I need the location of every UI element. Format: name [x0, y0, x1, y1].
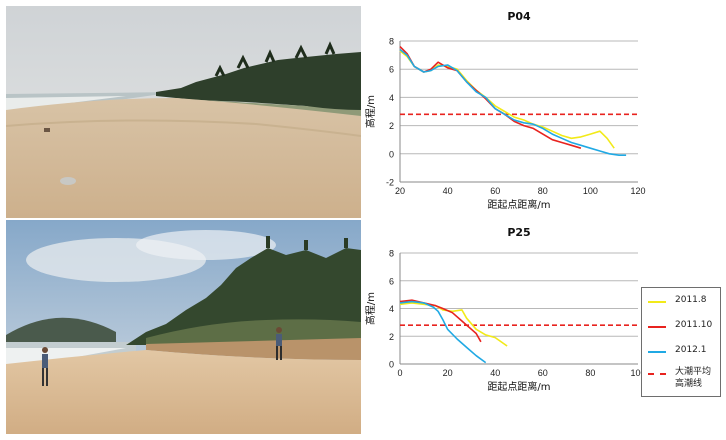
chart-0-xtick-100: 100 — [583, 186, 598, 196]
chart-1-series-2011-8 — [399, 302, 508, 347]
chart-1-ytick-6: 6 — [389, 276, 394, 286]
chart-0-xtick-120: 120 — [630, 186, 645, 196]
chart-0-xtick-40: 40 — [443, 186, 453, 196]
chart-0-ytick-0: 0 — [389, 149, 394, 159]
chart-1-xlabel: 距起点距离/m — [487, 380, 550, 393]
chart-1-xtick-100: 100 — [630, 368, 645, 378]
chart-0-title: P04 — [507, 10, 531, 23]
legend-label-2011-10: 2011.10 — [675, 320, 713, 330]
chart-1-title: P25 — [507, 226, 530, 239]
chart-0-series-2011-8 — [399, 50, 615, 149]
chart-1-ytick-0: 0 — [389, 360, 394, 370]
chart-1-ytick-2: 2 — [389, 332, 394, 342]
chart-1-xtick-0: 0 — [397, 368, 402, 378]
chart-0-ytick-6: 6 — [389, 65, 394, 75]
chart-1-ytick-4: 4 — [389, 304, 394, 314]
chart-1-series-2012-1 — [399, 300, 487, 364]
chart-0-ylabel: 高程/m — [364, 95, 377, 128]
chart-0-series-2012-1 — [399, 48, 627, 156]
legend-swatch-2011-10 — [648, 326, 666, 328]
legend-label-high-tide: 大潮平均 — [675, 367, 712, 377]
chart-1-xtick-80: 80 — [585, 368, 595, 378]
chart-0-xtick-20: 20 — [395, 186, 405, 196]
chart-1-ylabel: 高程/m — [364, 292, 377, 325]
chart-0-xtick-60: 60 — [490, 186, 500, 196]
photo-p25-beach — [6, 220, 361, 434]
legend-swatch-high-tide — [648, 373, 666, 375]
chart-0-ytick--2: -2 — [386, 178, 394, 188]
legend-item-2012-1: 2012.1 — [648, 344, 722, 358]
legend-swatch-2012-1 — [648, 351, 666, 353]
chart-0-ytick-4: 4 — [389, 93, 394, 103]
legend-label-2011-8: 2011.8 — [675, 295, 707, 305]
legend-item-high-tide: 大潮平均 高潮线 — [648, 366, 722, 392]
chart-0-xtick-80: 80 — [538, 186, 548, 196]
legend: 2011.8 2011.10 2012.1 大潮平均 高潮线 — [641, 287, 721, 397]
chart-1-xtick-60: 60 — [538, 368, 548, 378]
chart-1-ytick-8: 8 — [389, 249, 394, 259]
legend-item-2011-10: 2011.10 — [648, 319, 722, 333]
legend-swatch-2011-8 — [648, 301, 666, 303]
chart-0-ytick-2: 2 — [389, 121, 394, 131]
chart-1-xtick-20: 20 — [443, 368, 453, 378]
legend-label-high-tide-line2: 高潮线 — [675, 379, 703, 389]
chart-0-xlabel: 距起点距离/m — [487, 198, 550, 211]
chart-0-ytick-8: 8 — [389, 37, 394, 47]
chart-1-xtick-40: 40 — [490, 368, 500, 378]
legend-item-2011-8: 2011.8 — [648, 294, 722, 308]
legend-label-2012-1: 2012.1 — [675, 345, 707, 355]
photo-p04-beach — [6, 6, 361, 218]
